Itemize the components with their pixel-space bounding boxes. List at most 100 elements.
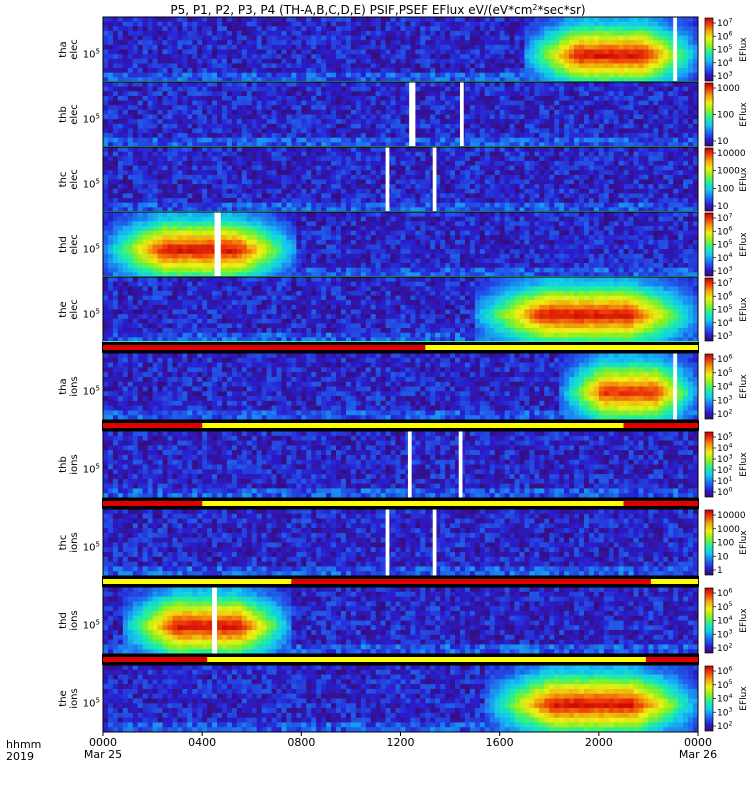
spectrogram-cell xyxy=(162,30,168,36)
spectrogram-cell xyxy=(643,68,649,74)
spectrogram-cell xyxy=(569,207,575,213)
spectrogram-cell xyxy=(226,77,233,83)
spectrogram-cell xyxy=(494,109,500,115)
spectrogram-cell xyxy=(400,86,406,92)
spectrogram-cell xyxy=(103,156,109,162)
spectrogram-cell xyxy=(142,184,148,190)
spectrogram-cell xyxy=(256,82,262,87)
spectrogram-cell xyxy=(222,179,228,185)
spectrogram-cell xyxy=(474,17,481,22)
spectrogram-cell xyxy=(341,147,347,152)
spectrogram-cell xyxy=(350,133,357,139)
spectrogram-cell xyxy=(534,188,540,194)
spectrogram-cell xyxy=(638,100,644,106)
spectrogram-cell xyxy=(534,58,540,64)
spectrogram-cell xyxy=(246,44,253,50)
spectrogram-cell xyxy=(598,202,605,208)
spectrogram-cell xyxy=(420,54,426,60)
spectrogram-cell xyxy=(658,68,664,74)
spectrogram-cell xyxy=(306,184,312,190)
spectrogram-cell xyxy=(410,49,416,55)
spectrogram-cell xyxy=(177,109,183,115)
spectrogram-cell xyxy=(306,179,312,185)
spectrogram-cell xyxy=(544,128,550,134)
spectrogram-cell xyxy=(489,44,496,50)
spectrogram-cell xyxy=(603,160,610,166)
spectrogram-cell xyxy=(251,44,258,50)
spectrogram-cell xyxy=(251,30,258,36)
spectrogram-cell xyxy=(593,133,600,139)
spectrogram-cell xyxy=(608,63,615,69)
spectrogram-cell xyxy=(648,165,654,171)
spectrogram-cell xyxy=(509,77,515,83)
spectrogram-cell xyxy=(494,21,500,27)
spectrogram-cell xyxy=(107,198,114,204)
spectrogram-cell xyxy=(648,105,654,111)
spectrogram-cell xyxy=(142,35,148,41)
spectrogram-cell xyxy=(519,72,525,78)
spectrogram-cell xyxy=(524,58,530,64)
spectrogram-cell xyxy=(643,170,649,176)
spectrogram-cell xyxy=(157,123,163,129)
spectrogram-cell xyxy=(529,100,535,106)
spectrogram-cell xyxy=(430,105,436,111)
spectrogram-cell xyxy=(420,63,426,69)
spectrogram-cell xyxy=(375,82,381,87)
spectrogram-cell xyxy=(187,193,193,199)
spectrogram-cell xyxy=(623,165,629,171)
spectrogram-cell xyxy=(435,21,441,27)
spectrogram-cell xyxy=(638,21,644,27)
spectrogram-cell xyxy=(331,151,337,157)
spectrogram-cell xyxy=(246,119,253,125)
spectrogram-cell xyxy=(226,133,233,139)
spectrogram-cell xyxy=(455,72,461,78)
spectrogram-cell xyxy=(464,49,471,55)
spectrogram-cell xyxy=(142,202,148,208)
spectrogram-cell xyxy=(167,165,173,171)
spectrogram-cell xyxy=(593,105,600,111)
spectrogram-cell xyxy=(167,156,173,162)
spectrogram-cell xyxy=(147,174,153,180)
spectrogram-cell xyxy=(192,49,198,55)
spectrogram-cell xyxy=(331,137,337,143)
spectrogram-cell xyxy=(226,137,233,143)
spectrogram-cell xyxy=(236,44,243,50)
spectrogram-cell xyxy=(236,179,243,185)
spectrogram-cell xyxy=(177,82,183,87)
spectrogram-cell xyxy=(519,179,525,185)
spectrogram-cell xyxy=(425,91,431,97)
spectrogram-cell xyxy=(549,17,555,22)
spectrogram-cell xyxy=(222,119,228,125)
spectrogram-cell xyxy=(107,160,114,166)
spectrogram-cell xyxy=(192,147,198,152)
spectrogram-cell xyxy=(207,128,213,134)
spectrogram-cell xyxy=(132,188,139,194)
spectrogram-cell xyxy=(276,77,282,83)
spectrogram-cell xyxy=(683,133,689,139)
spectrogram-cell xyxy=(355,95,362,101)
spectrogram-cell xyxy=(326,151,332,157)
spectrogram-cell xyxy=(425,49,431,55)
spectrogram-cell xyxy=(256,133,262,139)
spectrogram-cell xyxy=(658,54,664,60)
spectrogram-cell xyxy=(162,26,168,32)
spectrogram-cell xyxy=(246,184,253,190)
spectrogram-cell xyxy=(633,179,639,185)
spectrogram-cell xyxy=(514,193,520,199)
spectrogram-cell xyxy=(499,82,505,87)
spectrogram-cell xyxy=(479,49,486,55)
spectrogram-cell xyxy=(579,63,585,69)
spectrogram-cell xyxy=(251,26,258,32)
spectrogram-cell xyxy=(142,193,148,199)
spectrogram-cell xyxy=(504,49,510,55)
spectrogram-cell xyxy=(251,35,258,41)
spectrogram-cell xyxy=(207,63,213,69)
spectrogram-cell xyxy=(450,174,456,180)
spectrogram-cell xyxy=(425,86,431,92)
spectrogram-cell xyxy=(192,105,198,111)
spectrogram-cell xyxy=(603,165,610,171)
spectrogram-cell xyxy=(544,86,550,92)
spectrogram-cell xyxy=(504,63,510,69)
spectrogram-cell xyxy=(390,91,396,97)
spectrogram-cell xyxy=(400,142,406,148)
